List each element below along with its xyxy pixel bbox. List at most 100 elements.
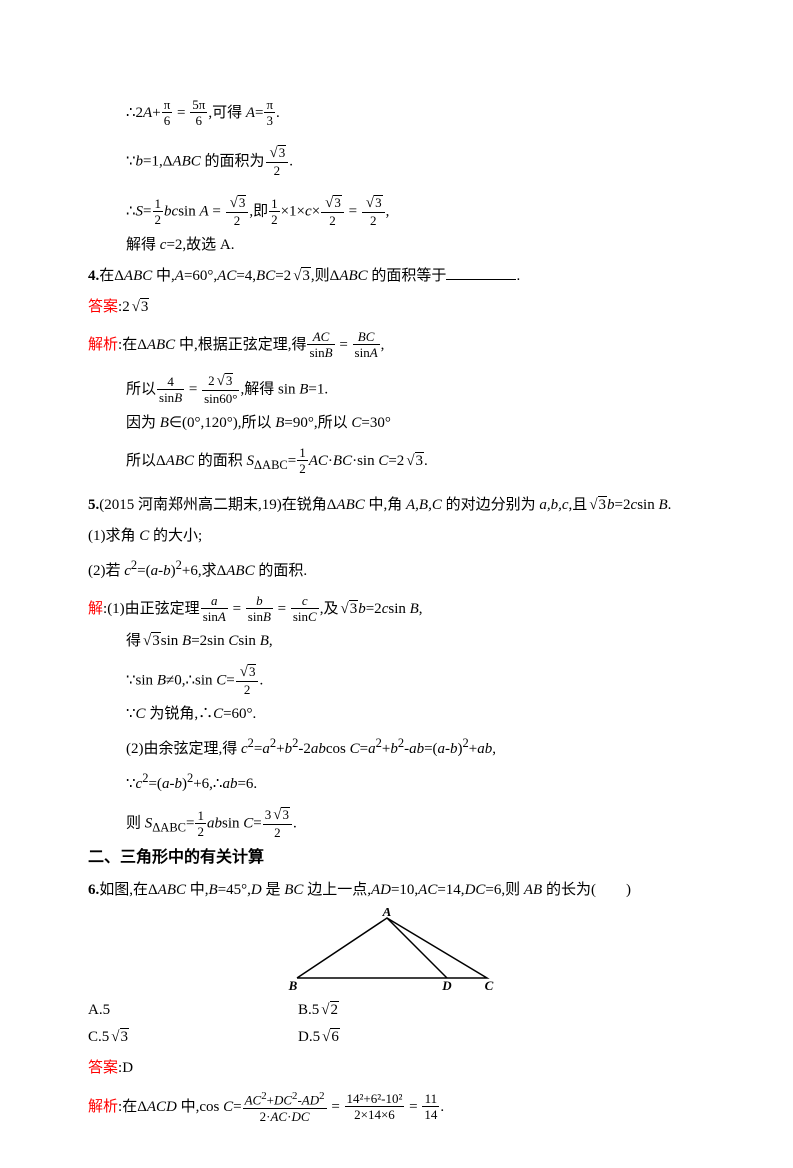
opt-label: C.: [88, 1029, 102, 1045]
it: AB: [524, 882, 542, 898]
txt: =: [209, 203, 225, 219]
num: 5π: [190, 98, 207, 113]
frac-half: 12: [153, 197, 164, 226]
txt: 2: [122, 299, 130, 315]
p1-line4: 解得 c=2,故选 A.: [88, 232, 705, 259]
txt: (2)由余弦定理,得: [126, 741, 241, 757]
txt: +: [267, 1093, 274, 1108]
it: S: [136, 203, 144, 219]
it: ABC: [172, 153, 200, 169]
txt: =: [143, 203, 151, 219]
txt: .: [668, 497, 672, 513]
it: C: [223, 1099, 233, 1115]
q4-exp-3: 因为 B∈(0°,120°),所以 B=90°,所以 C=30°: [88, 410, 705, 437]
txt: +6,∴: [193, 776, 222, 792]
q4-answer: 答案:23: [88, 294, 705, 321]
sqrt: 3: [338, 596, 358, 623]
txt: =: [226, 673, 234, 689]
txt: ∵sin: [126, 673, 157, 689]
q6-answer: 答案:D: [88, 1055, 705, 1082]
txt: =2: [388, 453, 404, 469]
frac-sqrt3-2d: 32: [362, 195, 385, 227]
txt: 中,: [186, 882, 209, 898]
txt: ,: [492, 741, 496, 757]
fig-label-c: C: [484, 978, 493, 993]
answer-label: 答案: [88, 1060, 118, 1076]
frac-half: 12: [297, 446, 308, 475]
txt: =14,: [437, 882, 464, 898]
num: π: [162, 98, 173, 113]
num: 1: [269, 197, 280, 212]
txt: =2: [366, 601, 382, 617]
den: 3: [264, 113, 275, 127]
den: 2: [269, 212, 280, 226]
q5-sol-6: ∵c2=(a-b)2+6,∴ab=6.: [88, 767, 705, 798]
sqrt: 6: [320, 1024, 340, 1051]
txt: ∵: [126, 776, 136, 792]
it: A: [246, 105, 255, 121]
it: ab: [477, 741, 492, 757]
sqrtv: 3: [374, 195, 383, 210]
it: BC: [333, 453, 352, 469]
txt: =: [405, 1099, 421, 1115]
txt: ,解得 sin: [240, 381, 299, 397]
it: b: [256, 593, 263, 608]
it: b: [164, 203, 172, 219]
it: b: [358, 601, 366, 617]
q6-options-row2: C.53 D.56: [88, 1024, 705, 1051]
it: C: [136, 706, 146, 722]
sqrt: 3: [141, 628, 161, 655]
it: a: [368, 741, 376, 757]
frac-sqrt3-2: 32: [266, 145, 289, 177]
txt: ∵: [126, 153, 136, 169]
it: B: [209, 882, 218, 898]
sqrt: 2: [319, 997, 339, 1024]
it: a: [262, 741, 270, 757]
sqrtv: 3: [120, 1028, 130, 1046]
it: A,B,C: [406, 497, 442, 513]
sqrtv: 3: [333, 195, 342, 210]
it: b: [174, 776, 182, 792]
frac-c-sinc: csinC: [291, 594, 319, 623]
it: AD: [302, 1093, 319, 1108]
opt-a: A.5: [88, 997, 208, 1024]
txt: sin: [222, 816, 243, 832]
it: ab: [311, 741, 326, 757]
txt: 5: [312, 1002, 320, 1018]
it: S: [247, 453, 255, 469]
txt: 所以Δ: [126, 453, 166, 469]
txt: =: [360, 741, 368, 757]
q4-exp-1: 解析:在ΔABC 中,根据正弦定理,得ACsinB = BCsinA,: [88, 331, 705, 360]
opt-label: B.: [298, 1002, 312, 1018]
it: C: [243, 816, 253, 832]
txt: (1)求角: [88, 528, 139, 544]
txt: sin: [355, 345, 370, 360]
frac-sqrt3-2: 32: [236, 664, 259, 696]
txt: ≠0,∴sin: [166, 673, 216, 689]
sqrt: 3: [268, 145, 287, 161]
it: AC: [245, 1093, 262, 1108]
num: 1: [195, 809, 206, 824]
txt: sin: [293, 609, 308, 624]
txt: 的面积: [194, 453, 247, 469]
txt: 是: [262, 882, 285, 898]
it: A: [370, 345, 378, 360]
txt: =: [274, 601, 290, 617]
txt: 边上一点,: [303, 882, 371, 898]
frac-3sqrt3-2: 332: [263, 807, 292, 839]
num: c: [291, 594, 319, 609]
num: 4: [157, 375, 184, 390]
den: sinA: [201, 609, 228, 623]
sol-label: 解: [88, 601, 103, 617]
blank: [446, 264, 516, 280]
num: π: [264, 98, 275, 113]
section-2-title: 二、三角形中的有关计算: [88, 844, 705, 873]
num: 3: [236, 664, 259, 682]
txt: =(: [137, 563, 150, 579]
txt: cos: [326, 741, 350, 757]
it: a,b,c: [539, 497, 568, 513]
q5-sol-7: 则 SΔABC=12absin C=332.: [88, 808, 705, 840]
sqrt: 3: [109, 1024, 129, 1051]
sub: ΔABC: [152, 821, 186, 835]
txt: =60°.: [223, 706, 256, 722]
